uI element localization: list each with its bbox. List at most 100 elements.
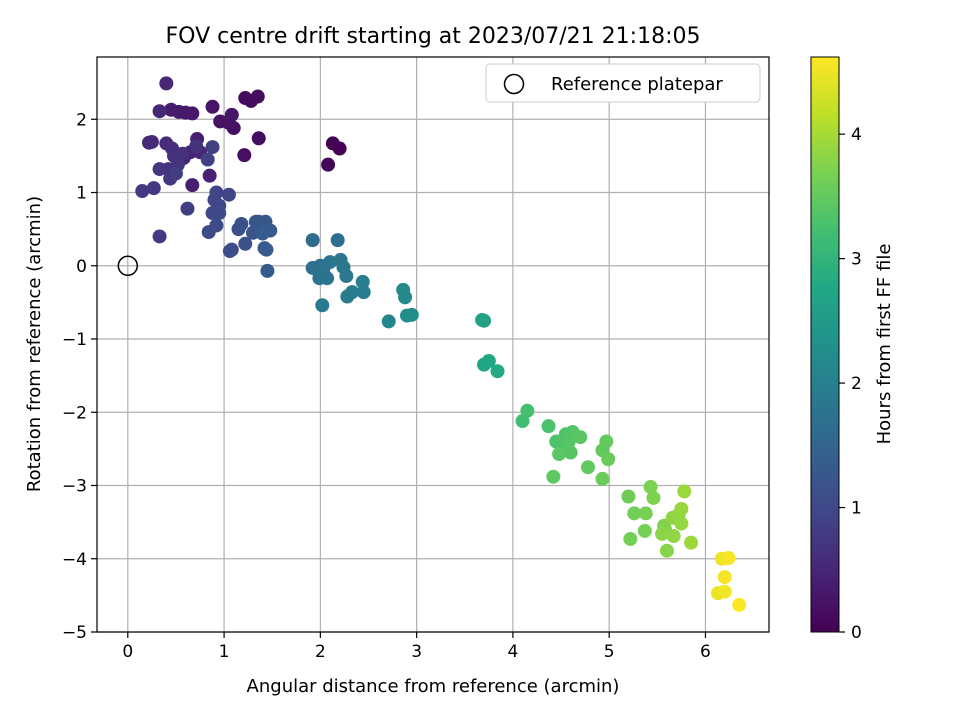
- data-point: [332, 141, 347, 156]
- data-point: [201, 225, 216, 240]
- data-point: [146, 181, 161, 196]
- data-point: [339, 269, 354, 284]
- data-point: [238, 236, 253, 251]
- data-point: [205, 140, 220, 155]
- data-point: [684, 535, 699, 550]
- y-tick-label: 1: [76, 184, 87, 204]
- legend-reference-marker: [503, 73, 525, 95]
- y-tick-label: 2: [76, 110, 87, 130]
- data-point: [595, 471, 610, 486]
- colorbar-ticks: 0 1 2 3 4: [839, 125, 862, 643]
- data-point: [224, 242, 239, 257]
- data-point: [168, 166, 183, 181]
- colorbar-tick-label: 2: [851, 374, 862, 394]
- data-point: [621, 489, 636, 504]
- data-point: [552, 447, 567, 462]
- data-point: [321, 157, 336, 172]
- data-point: [135, 184, 150, 199]
- data-point: [381, 314, 396, 329]
- colorbar: 0 1 2 3 4 Hours from first FF file: [810, 56, 895, 643]
- data-point: [345, 285, 360, 300]
- data-point: [646, 490, 661, 505]
- data-point: [152, 229, 167, 244]
- data-point: [717, 584, 732, 599]
- data-point: [175, 146, 190, 161]
- data-points: [135, 76, 747, 612]
- data-point: [627, 506, 642, 521]
- data-point: [404, 307, 419, 322]
- data-point: [655, 526, 670, 541]
- data-point: [637, 523, 652, 538]
- data-point: [159, 76, 174, 91]
- chart-title: FOV centre drift starting at 2023/07/21 …: [166, 24, 701, 49]
- data-point: [520, 403, 535, 418]
- data-point: [200, 152, 215, 167]
- axes-border: [96, 56, 770, 633]
- data-point: [251, 131, 266, 146]
- data-point: [320, 271, 335, 286]
- reference-platepar-point: [117, 255, 139, 277]
- y-tick-label: 0: [76, 257, 87, 277]
- data-point: [259, 242, 274, 257]
- data-point: [643, 479, 658, 494]
- x-axis-ticks: 0 1 2 3 4 5 6: [122, 632, 711, 662]
- data-point: [398, 290, 413, 305]
- data-point: [212, 206, 227, 221]
- data-point: [541, 419, 556, 434]
- data-point: [677, 484, 692, 499]
- x-tick-label: 5: [604, 642, 615, 662]
- colorbar-tick-label: 0: [851, 623, 862, 643]
- data-point: [659, 543, 674, 558]
- data-point: [477, 313, 492, 328]
- data-point: [599, 434, 614, 449]
- axes-frame: [96, 56, 770, 633]
- x-axis-label: Angular distance from reference (arcmin): [247, 676, 620, 697]
- data-point: [144, 134, 159, 149]
- data-point: [355, 274, 370, 289]
- colorbar-tick-label: 3: [851, 250, 862, 270]
- x-tick-label: 3: [411, 642, 422, 662]
- plot-area: 0 1 2 3 4 5 6 −5 −4 −3 −2 −1 0 1 2: [62, 56, 770, 662]
- data-point: [638, 506, 653, 521]
- data-point: [189, 139, 204, 154]
- x-tick-label: 6: [700, 642, 711, 662]
- data-point: [481, 353, 496, 368]
- x-tick-label: 0: [122, 642, 133, 662]
- data-point: [260, 263, 275, 278]
- data-point: [164, 102, 179, 117]
- data-point: [330, 233, 345, 248]
- data-point: [490, 364, 505, 379]
- y-tick-label: −2: [62, 403, 87, 423]
- data-point: [202, 168, 217, 183]
- y-tick-label: −4: [62, 550, 87, 570]
- data-point: [315, 298, 330, 313]
- data-point: [674, 501, 689, 516]
- data-point: [221, 187, 236, 202]
- data-point: [581, 460, 596, 475]
- legend: Reference platepar: [485, 63, 761, 103]
- data-point: [205, 99, 220, 114]
- y-tick-label: −5: [62, 623, 87, 643]
- data-point: [213, 114, 228, 129]
- data-point: [185, 178, 200, 193]
- y-axis-label: Rotation from reference (arcmin): [24, 196, 45, 492]
- data-point: [623, 531, 638, 546]
- colorbar-gradient: [810, 56, 840, 633]
- data-point: [601, 452, 616, 467]
- data-point: [563, 445, 578, 460]
- legend-entry-reference-platepar: Reference platepar: [551, 74, 723, 95]
- y-axis-ticks: −5 −4 −3 −2 −1 0 1 2: [62, 110, 97, 643]
- data-point: [305, 233, 320, 248]
- y-tick-label: −1: [62, 330, 87, 350]
- data-point: [180, 201, 195, 216]
- data-point: [717, 570, 732, 585]
- data-point: [152, 104, 167, 119]
- data-point: [721, 551, 736, 566]
- data-point: [250, 89, 265, 104]
- reference-marker: [117, 255, 139, 277]
- data-point: [546, 469, 561, 484]
- data-point: [237, 148, 252, 163]
- x-tick-label: 2: [315, 642, 326, 662]
- data-point: [561, 434, 576, 449]
